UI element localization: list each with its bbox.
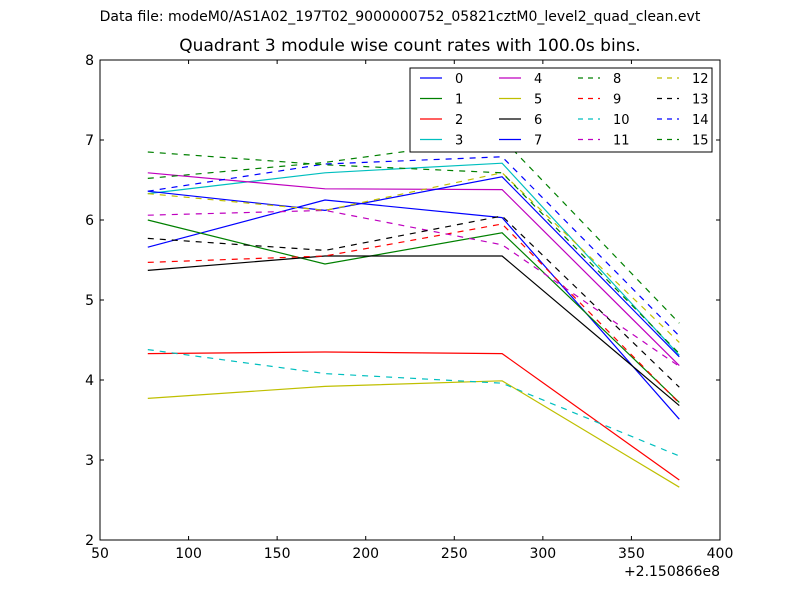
legend-label-13: 13 [692,93,709,108]
series-line-13 [147,215,680,388]
series-line-2 [147,351,680,481]
x-tick-label: 400 [707,546,734,562]
legend-label-11: 11 [613,134,630,149]
legend-label-15: 15 [692,134,709,149]
series-line-9 [147,223,680,404]
series-line-6 [147,255,680,407]
legend-label-3: 3 [455,134,463,149]
x-tick-label: 300 [529,546,556,562]
figure-suptitle: Data file: modeM0/AS1A02_197T02_90000007… [99,9,701,25]
plot-frame [99,59,721,541]
series-line-1 [147,219,680,403]
series-line-12 [147,172,680,343]
legend-label-4: 4 [534,72,542,87]
y-tick-label: 7 [85,133,94,149]
legend-box [409,67,713,153]
legend-label-14: 14 [692,113,709,128]
legend-label-1: 1 [455,93,463,108]
x-tick-label: 350 [618,546,645,562]
series-line-5 [147,380,680,488]
y-tick-label: 5 [85,293,94,309]
x-tick-label: 150 [264,546,291,562]
legend-label-5: 5 [534,93,542,108]
series-line-11 [147,209,680,367]
series-line-15 [147,151,680,355]
series-line-7 [147,176,680,358]
legend-label-2: 2 [455,113,463,128]
x-tick-label: 100 [175,546,202,562]
legend-label-9: 9 [613,93,621,108]
y-tick-label: 3 [85,453,94,469]
series-line-3 [147,162,680,356]
series-line-4 [147,172,680,367]
y-tick-label: 8 [85,53,94,69]
x-tick-label: 200 [352,546,379,562]
legend-label-6: 6 [534,113,542,128]
series-layer [147,137,680,488]
y-tick-label: 4 [85,373,94,389]
legend-label-8: 8 [613,72,621,87]
legend-label-10: 10 [613,113,630,128]
x-axis-offset-label: +2.150866e8 [623,564,720,580]
chart-title: Quadrant 3 module wise count rates with … [179,36,641,56]
legend-label-7: 7 [534,134,542,149]
legend-label-0: 0 [455,72,463,87]
series-line-14 [147,156,680,337]
series-line-10 [147,349,680,457]
x-tick-label: 250 [441,546,468,562]
x-tick-label: 50 [91,546,109,562]
y-tick-label: 2 [85,533,94,549]
legend-label-12: 12 [692,72,709,87]
y-tick-label: 6 [85,213,94,229]
